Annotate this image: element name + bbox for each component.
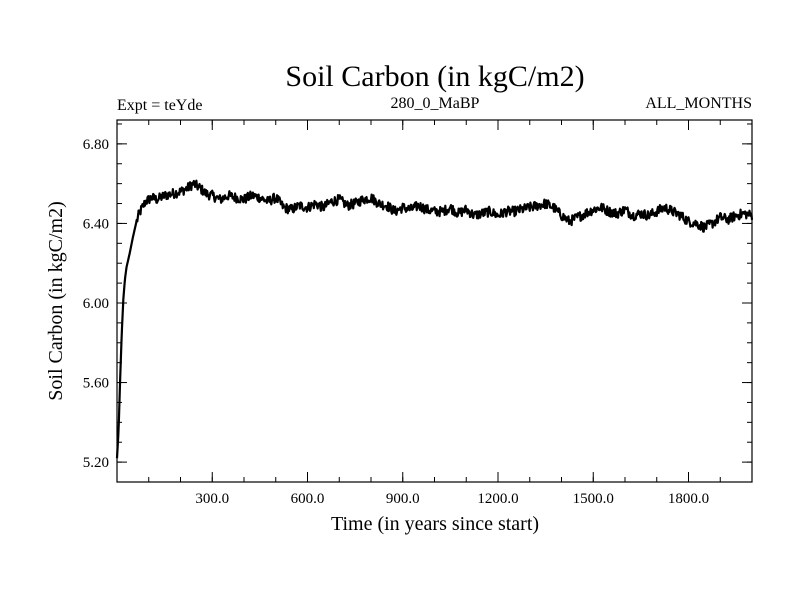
subtitle-experiment: Expt = teYde — [117, 97, 202, 114]
x-tick-label: 300.0 — [195, 491, 229, 507]
x-tick-label: 1200.0 — [477, 491, 518, 507]
y-tick-label: 6.40 — [83, 216, 109, 232]
x-tick-label: 1500.0 — [573, 491, 614, 507]
chart-title: Soil Carbon (in kgC/m2) — [285, 60, 584, 93]
subtitle-period: 280_0_MaBP — [391, 95, 480, 112]
subtitle-months: ALL_MONTHS — [645, 95, 752, 112]
x-tick-label: 1800.0 — [668, 491, 709, 507]
y-tick-labels: 5.20 5.60 6.00 6.40 6.80 — [83, 137, 109, 471]
y-axis-label: Soil Carbon (in kgC/m2) — [45, 201, 67, 400]
x-tick-label: 900.0 — [386, 491, 420, 507]
y-tick-label: 5.60 — [83, 376, 109, 392]
series-line-soil-carbon — [115, 179, 754, 459]
x-tick-labels: 300.0 600.0 900.0 1200.0 1500.0 1800.0 — [195, 491, 709, 507]
y-tick-label: 6.80 — [83, 137, 109, 153]
y-tick-label: 6.00 — [83, 296, 109, 312]
plot-frame — [116, 119, 753, 483]
x-axis-label: Time (in years since start) — [331, 513, 539, 535]
axis-ticks — [117, 120, 752, 483]
x-tick-label: 600.0 — [291, 491, 325, 507]
y-tick-label: 5.20 — [83, 455, 109, 471]
